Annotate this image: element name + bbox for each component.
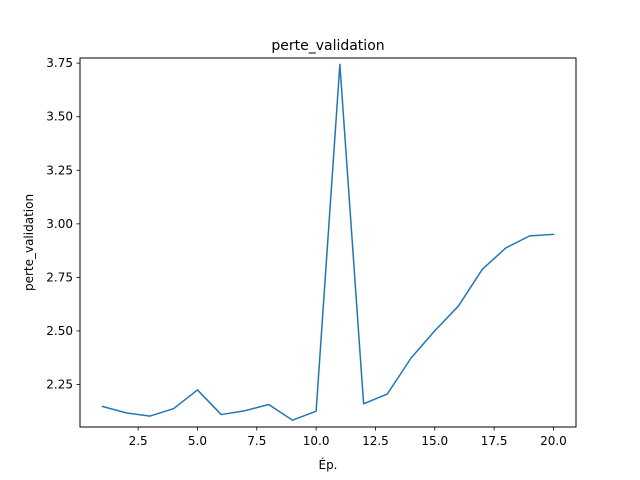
x-tick-label: 20.0: [540, 434, 567, 448]
y-axis-ticks: 2.25 2.50 2.75 3.00 3.25 3.50 3.75: [46, 56, 80, 392]
plot-series: [101, 63, 555, 421]
x-axis-ticks: 2.5 5.0 7.5 10.0 12.5 15.0 17.5 20.0: [129, 427, 567, 448]
series-line-1: [101, 63, 555, 421]
x-axis-label: Ép.: [318, 457, 337, 472]
plot-frame: [79, 57, 577, 428]
x-tick-label: 10.0: [303, 434, 330, 448]
x-tick-label: 15.0: [421, 434, 448, 448]
x-tick-label: 5.0: [188, 434, 207, 448]
chart-title: perte_validation: [271, 38, 384, 54]
y-tick-label: 3.25: [46, 163, 73, 177]
y-tick-label: 2.50: [46, 324, 73, 338]
y-tick-label: 3.00: [46, 217, 73, 231]
x-tick-label: 17.5: [481, 434, 508, 448]
x-tick-label: 2.5: [129, 434, 148, 448]
y-tick-label: 2.75: [46, 270, 73, 284]
y-tick-label: 3.75: [46, 56, 73, 70]
y-tick-label: 2.25: [46, 378, 73, 392]
y-tick-label: 3.50: [46, 110, 73, 124]
x-tick-label: 7.5: [247, 434, 266, 448]
y-axis-label: perte_validation: [22, 194, 36, 291]
x-tick-label: 12.5: [362, 434, 389, 448]
